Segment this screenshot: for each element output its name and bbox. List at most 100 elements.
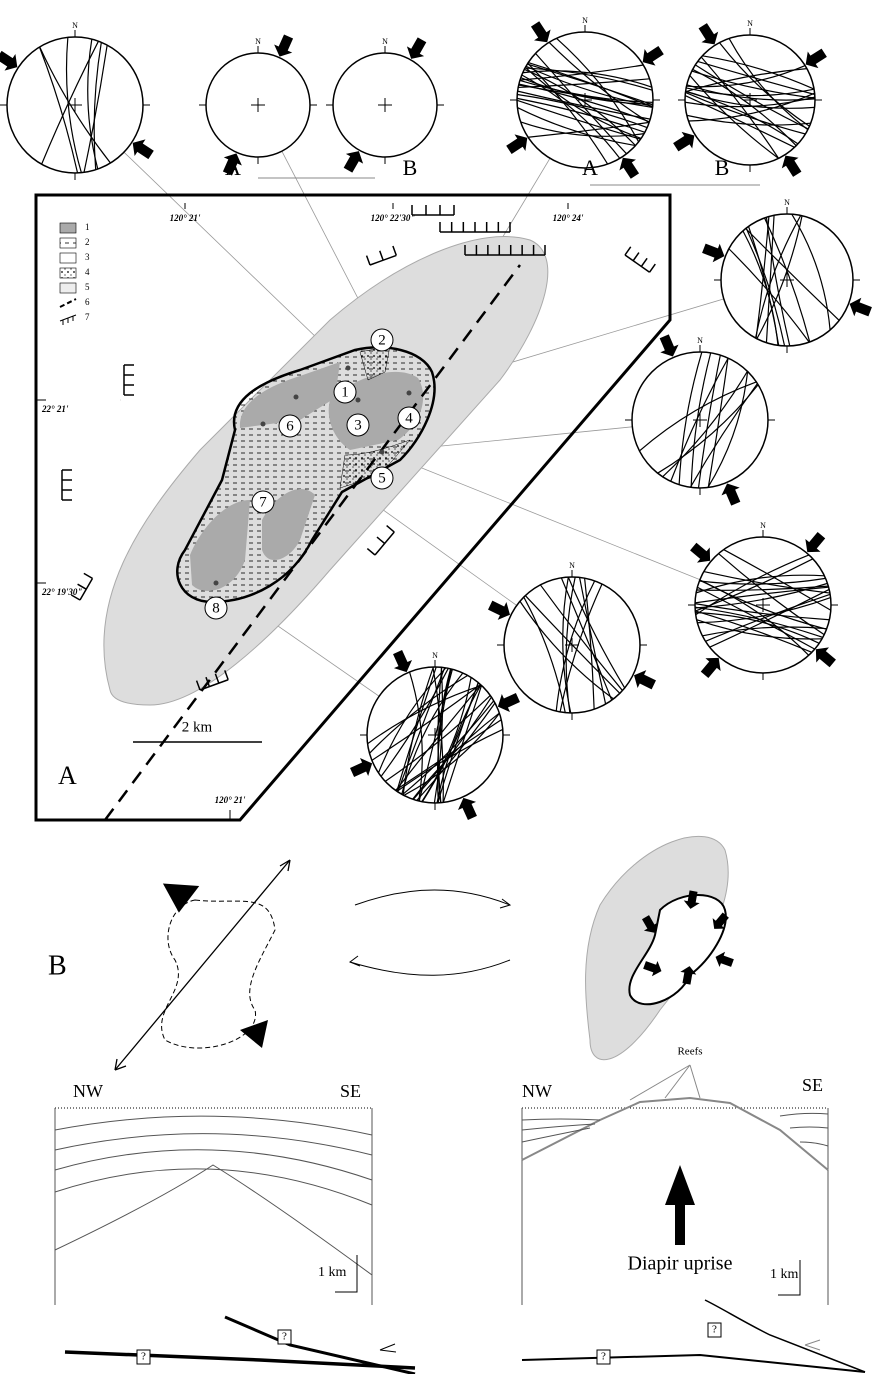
stress-arrow <box>673 131 695 152</box>
site-circle <box>204 596 228 620</box>
great-circle <box>517 90 651 120</box>
panel-label: A <box>58 761 77 790</box>
stress-arrow <box>274 34 294 57</box>
panel-b: B NW SE 1 km ? ? Reefs <box>48 835 866 1374</box>
arrow-head <box>348 955 361 967</box>
great-circle <box>528 121 650 138</box>
unknown-label: ? <box>601 1351 606 1363</box>
stress-arrow <box>805 48 827 69</box>
slip-arrow <box>804 1339 821 1351</box>
legend-swatch <box>59 282 77 294</box>
direction-label: NW <box>73 1081 103 1101</box>
stress-arrow <box>488 600 510 620</box>
site-dot <box>260 421 266 427</box>
legend: 1 2 3 4 5 6 7 <box>59 222 90 325</box>
stereonet-label: A <box>225 155 241 180</box>
great-circle <box>517 107 636 147</box>
stereonets: N N N N N N N N N N <box>0 16 872 820</box>
site-dot <box>355 397 361 403</box>
site-dot <box>213 580 219 586</box>
great-circle <box>523 596 566 713</box>
latitude-label: 22° 19'30" <box>41 587 82 597</box>
great-circle <box>703 570 831 594</box>
great-circle <box>403 712 500 796</box>
direction-label: NW <box>522 1081 552 1101</box>
site-circle <box>251 490 275 514</box>
north-label: N <box>72 21 78 30</box>
great-circle <box>371 684 481 761</box>
unknown-box <box>277 1329 292 1345</box>
great-circle <box>518 84 653 109</box>
great-circle <box>377 667 447 774</box>
site-label: 6 <box>286 418 294 434</box>
north-label: N <box>432 651 438 660</box>
great-circle <box>705 593 831 642</box>
legend-label: 4 <box>85 267 90 277</box>
unit-1 <box>190 500 250 592</box>
fold-symbol <box>70 572 94 601</box>
site-circle <box>346 413 370 437</box>
stress-arrow <box>690 542 711 563</box>
site-circle <box>333 380 357 404</box>
uprise-arrow <box>665 1165 695 1245</box>
diapir-outline-initial <box>161 899 276 1049</box>
direction-label: SE <box>340 1081 361 1101</box>
stress-arrow <box>343 151 364 173</box>
stress-arrow <box>805 532 826 553</box>
great-circle <box>567 576 626 689</box>
north-label: N <box>255 37 261 46</box>
stereonet: N <box>326 37 444 173</box>
great-circle <box>685 90 815 109</box>
annotation: Diapir uprise <box>628 1253 733 1275</box>
great-circle <box>718 42 810 127</box>
great-circle <box>556 37 640 143</box>
great-circle <box>432 666 444 803</box>
stress-arrow <box>506 134 528 155</box>
stereonet-label: B <box>403 155 418 180</box>
legend-label: 3 <box>85 252 90 262</box>
fold-symbol <box>366 525 395 556</box>
great-circle <box>765 217 791 347</box>
great-circle <box>745 227 786 347</box>
stereonet: N <box>702 198 872 353</box>
site-label: 3 <box>354 417 362 433</box>
legend-label: 7 <box>85 312 90 322</box>
great-circle <box>695 574 825 594</box>
fold-symbol <box>123 364 134 396</box>
great-circle <box>396 666 437 792</box>
site-label: 4 <box>405 410 413 426</box>
great-circle <box>745 228 840 321</box>
center-cross <box>693 413 707 427</box>
site-dot <box>379 449 385 455</box>
great-circle <box>87 39 99 170</box>
great-circle <box>697 596 831 624</box>
great-circle <box>707 371 749 488</box>
great-circle <box>524 66 642 139</box>
great-circle <box>401 672 464 795</box>
stress-arrow <box>222 153 242 176</box>
unknown-box <box>707 1322 722 1338</box>
great-circle <box>685 87 815 97</box>
site-dot <box>345 365 351 371</box>
great-circle <box>756 215 803 340</box>
north-label: N <box>784 198 790 207</box>
great-circle <box>697 354 721 489</box>
stress-arrow <box>815 647 836 668</box>
stereonet: N <box>199 34 317 176</box>
great-circle <box>697 586 816 650</box>
stress-arrow <box>619 157 640 179</box>
great-circle <box>408 671 423 802</box>
great-circle <box>397 667 446 793</box>
transition-arrow <box>354 889 511 906</box>
reef-pointer <box>629 1064 701 1101</box>
site-circle <box>370 466 394 490</box>
great-circle <box>689 75 779 159</box>
unknown-box <box>136 1349 151 1365</box>
great-circle <box>684 95 795 148</box>
great-circle <box>700 56 780 159</box>
direction-label: SE <box>802 1075 823 1095</box>
center-cross <box>378 98 392 112</box>
great-circle <box>65 37 82 173</box>
great-circle <box>688 92 815 122</box>
